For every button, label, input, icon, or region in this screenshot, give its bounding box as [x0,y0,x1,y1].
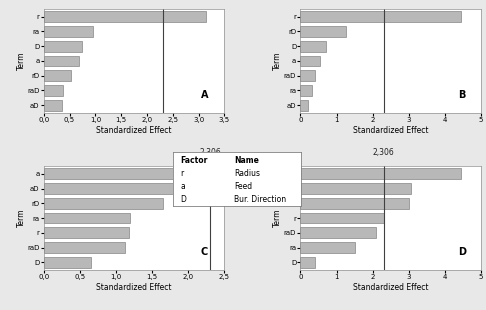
X-axis label: Standardized Effect: Standardized Effect [353,126,429,135]
Bar [44,198,163,209]
Bar [300,41,326,51]
Text: B: B [458,90,465,100]
Bar [44,168,228,179]
Bar [44,11,207,22]
Bar [300,56,320,66]
Bar [300,100,308,111]
Bar [300,213,383,223]
Y-axis label: Term: Term [17,52,26,70]
Y-axis label: Term: Term [17,209,26,227]
Text: Factor: Factor [180,156,208,165]
Y-axis label: Term: Term [274,52,282,70]
Y-axis label: Term: Term [274,209,282,227]
Bar [44,100,62,111]
Bar [44,41,83,51]
Bar [44,183,177,194]
Bar [44,56,79,66]
Bar [300,168,461,179]
Bar [300,257,315,268]
Text: Name: Name [234,156,259,165]
Bar [300,228,376,238]
Text: a: a [180,182,185,191]
Bar [44,26,93,37]
Bar [300,26,346,37]
Text: Feed: Feed [234,182,252,191]
Bar [44,213,131,223]
Bar [44,228,129,238]
X-axis label: Standardized Effect: Standardized Effect [353,283,429,292]
Bar [44,85,63,96]
Text: 2,306: 2,306 [200,148,221,157]
Bar [300,70,315,81]
X-axis label: Standardized Effect: Standardized Effect [96,126,172,135]
Text: C: C [201,247,208,257]
Bar [300,183,411,194]
Text: r: r [180,169,184,178]
Bar [300,11,461,22]
Bar [44,257,91,268]
Bar [300,242,355,253]
Text: Radius: Radius [234,169,260,178]
Bar [300,198,409,209]
Text: D: D [180,195,186,204]
Text: D: D [458,247,466,257]
Text: Bur. Direction: Bur. Direction [234,195,286,204]
Text: A: A [201,90,208,100]
Bar [44,242,125,253]
Bar [44,70,70,81]
Text: 2,306: 2,306 [373,148,395,157]
X-axis label: Standardized Effect: Standardized Effect [96,283,172,292]
Bar [300,85,312,96]
